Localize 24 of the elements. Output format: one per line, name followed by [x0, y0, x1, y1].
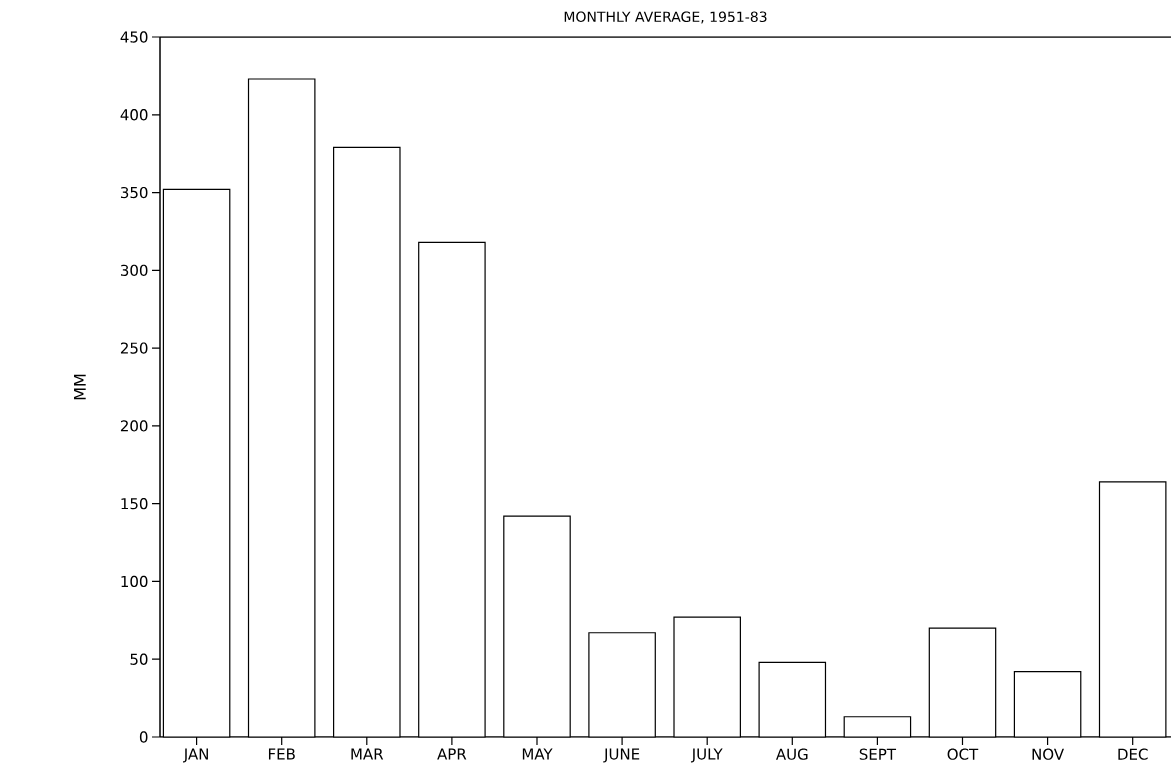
x-tick-label: DEC [1118, 748, 1148, 760]
y-tick-label: 250 [120, 342, 148, 354]
y-tick-label: 50 [130, 653, 148, 665]
y-tick-label: 200 [120, 420, 148, 432]
x-tick-label: SEPT [859, 748, 897, 760]
x-tick-label: OCT [947, 748, 979, 760]
chart-title: MONTHLY AVERAGE, 1951-83 [564, 11, 767, 24]
y-tick-label: 150 [121, 497, 148, 510]
x-tick-label: MAY [522, 748, 553, 760]
x-tick-label: NOV [1032, 748, 1064, 760]
x-tick-label: AUG [775, 748, 808, 760]
y-tick-label: 400 [120, 109, 148, 121]
y-tick-label: 0 [139, 731, 148, 743]
x-tick-label: JAN [183, 748, 208, 763]
y-tick-label: 350 [120, 186, 148, 199]
y-tick-label: 450 [120, 31, 148, 43]
x-tick-label: FEB [268, 748, 295, 760]
x-tick-label: JUNE [603, 748, 640, 763]
x-tick-label: JULY [690, 748, 723, 763]
x-tick-label: MAR [351, 748, 384, 760]
y-tick-label: 300 [120, 264, 148, 277]
y-tick-label: 100 [121, 575, 148, 588]
x-tick-label: APR [437, 748, 467, 760]
y-axis-title: MM [74, 374, 86, 400]
